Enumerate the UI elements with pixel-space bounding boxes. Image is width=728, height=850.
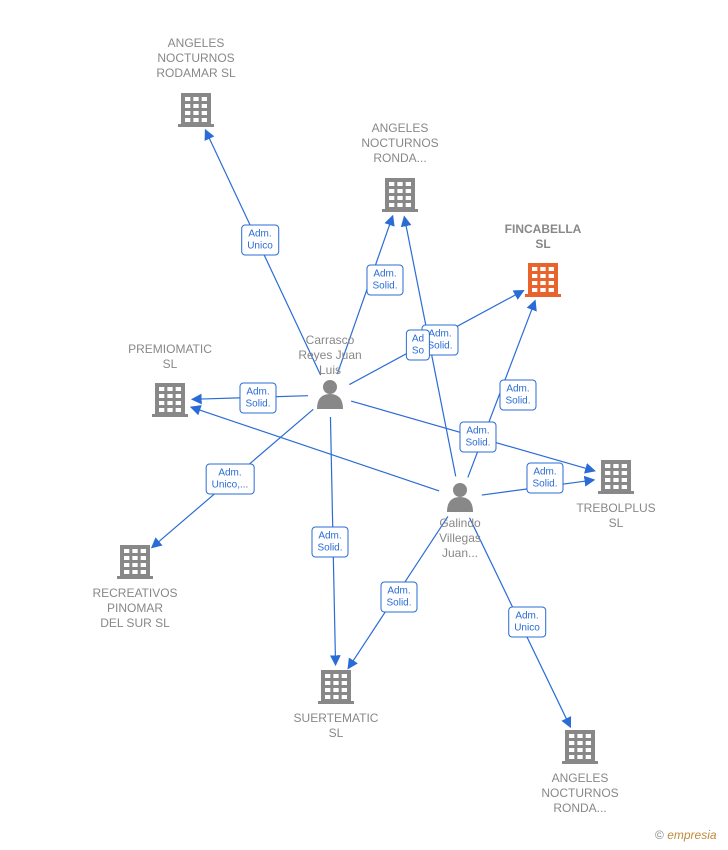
- edge-label: Adm. Solid.: [499, 380, 536, 411]
- company-label: ANGELES NOCTURNOS RONDA...: [541, 771, 618, 816]
- edge-label: Adm. Solid.: [459, 422, 496, 453]
- company-node[interactable]: [152, 383, 188, 417]
- edge-label: Adm. Solid.: [311, 527, 348, 558]
- company-node[interactable]: [562, 730, 598, 764]
- copyright-brand: empresia: [667, 828, 716, 842]
- copyright: © empresia: [655, 828, 717, 842]
- person-node[interactable]: [317, 380, 343, 409]
- edge-label: Adm. Solid.: [239, 383, 276, 414]
- company-label: TREBOLPLUS SL: [576, 501, 655, 531]
- company-node[interactable]: [117, 545, 153, 579]
- person-label: Galindo Villegas Juan...: [439, 516, 481, 561]
- edge-label: Adm. Solid.: [366, 265, 403, 296]
- person-label: Carrasco Reyes Juan Luis: [298, 333, 361, 378]
- company-node[interactable]: [525, 263, 561, 297]
- company-label: RECREATIVOS PINOMAR DEL SUR SL: [92, 586, 177, 631]
- edge-label: Adm. Unico: [508, 607, 546, 638]
- edge-label: Adm. Unico,...: [206, 464, 255, 495]
- company-node[interactable]: [318, 670, 354, 704]
- company-node[interactable]: [598, 460, 634, 494]
- company-label: SUERTEMATIC SL: [294, 711, 379, 741]
- company-node[interactable]: [178, 93, 214, 127]
- edge-label: Adm. Unico: [241, 225, 279, 256]
- company-node[interactable]: [382, 178, 418, 212]
- company-label: ANGELES NOCTURNOS RONDA...: [361, 121, 438, 166]
- person-node[interactable]: [447, 483, 473, 512]
- edge-label: Ad So: [406, 330, 430, 361]
- company-label: FINCABELLA SL: [505, 222, 582, 252]
- edge-label: Adm. Solid.: [380, 582, 417, 613]
- company-label: ANGELES NOCTURNOS RODAMAR SL: [156, 36, 235, 81]
- copyright-symbol: ©: [655, 828, 664, 842]
- company-label: PREMIOMATIC SL: [128, 342, 212, 372]
- edge-label: Adm. Solid.: [526, 463, 563, 494]
